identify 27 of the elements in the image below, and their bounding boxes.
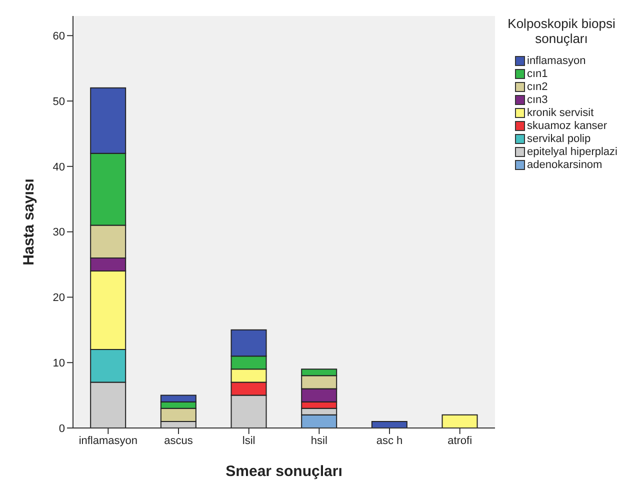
legend-label: skuamoz kanser (527, 120, 608, 132)
y-tick-label: 0 (58, 422, 65, 435)
x-tick-label: inflamasyon (78, 434, 138, 447)
legend-label: inflamasyon (527, 54, 586, 66)
x-axis-title: Smear sonuçları (226, 463, 342, 480)
x-tick-label: lsil (242, 434, 256, 447)
legend-title: Kolposkopik biopsi sonuçları (506, 16, 616, 46)
y-axis-title: Hasta sayısı (20, 178, 38, 266)
x-tick-label: asc h (376, 434, 403, 447)
legend-label: kronik servisit (527, 106, 594, 118)
y-tick-label: 10 (52, 358, 65, 370)
y-tick-label: 30 (52, 226, 65, 239)
bar (371, 420, 408, 428)
x-tick-label: hsil (310, 434, 328, 447)
legend-label: cın2 (527, 80, 548, 92)
x-tick-label: ascus (164, 434, 194, 447)
y-tick-label: 40 (52, 161, 65, 174)
legend-label: servikal polip (527, 132, 591, 144)
x-tick-label: atrofi (448, 434, 472, 447)
y-tick-label: 60 (52, 30, 65, 43)
y-tick-label: 50 (52, 96, 65, 108)
y-tick-label: 20 (52, 292, 65, 304)
legend-label: adenokarsinom (527, 158, 602, 170)
legend-label: cın1 (527, 68, 548, 80)
legend-label: cın3 (527, 94, 548, 106)
bar (442, 414, 478, 428)
legend-label: epitelyal hiperplazi (527, 146, 618, 158)
